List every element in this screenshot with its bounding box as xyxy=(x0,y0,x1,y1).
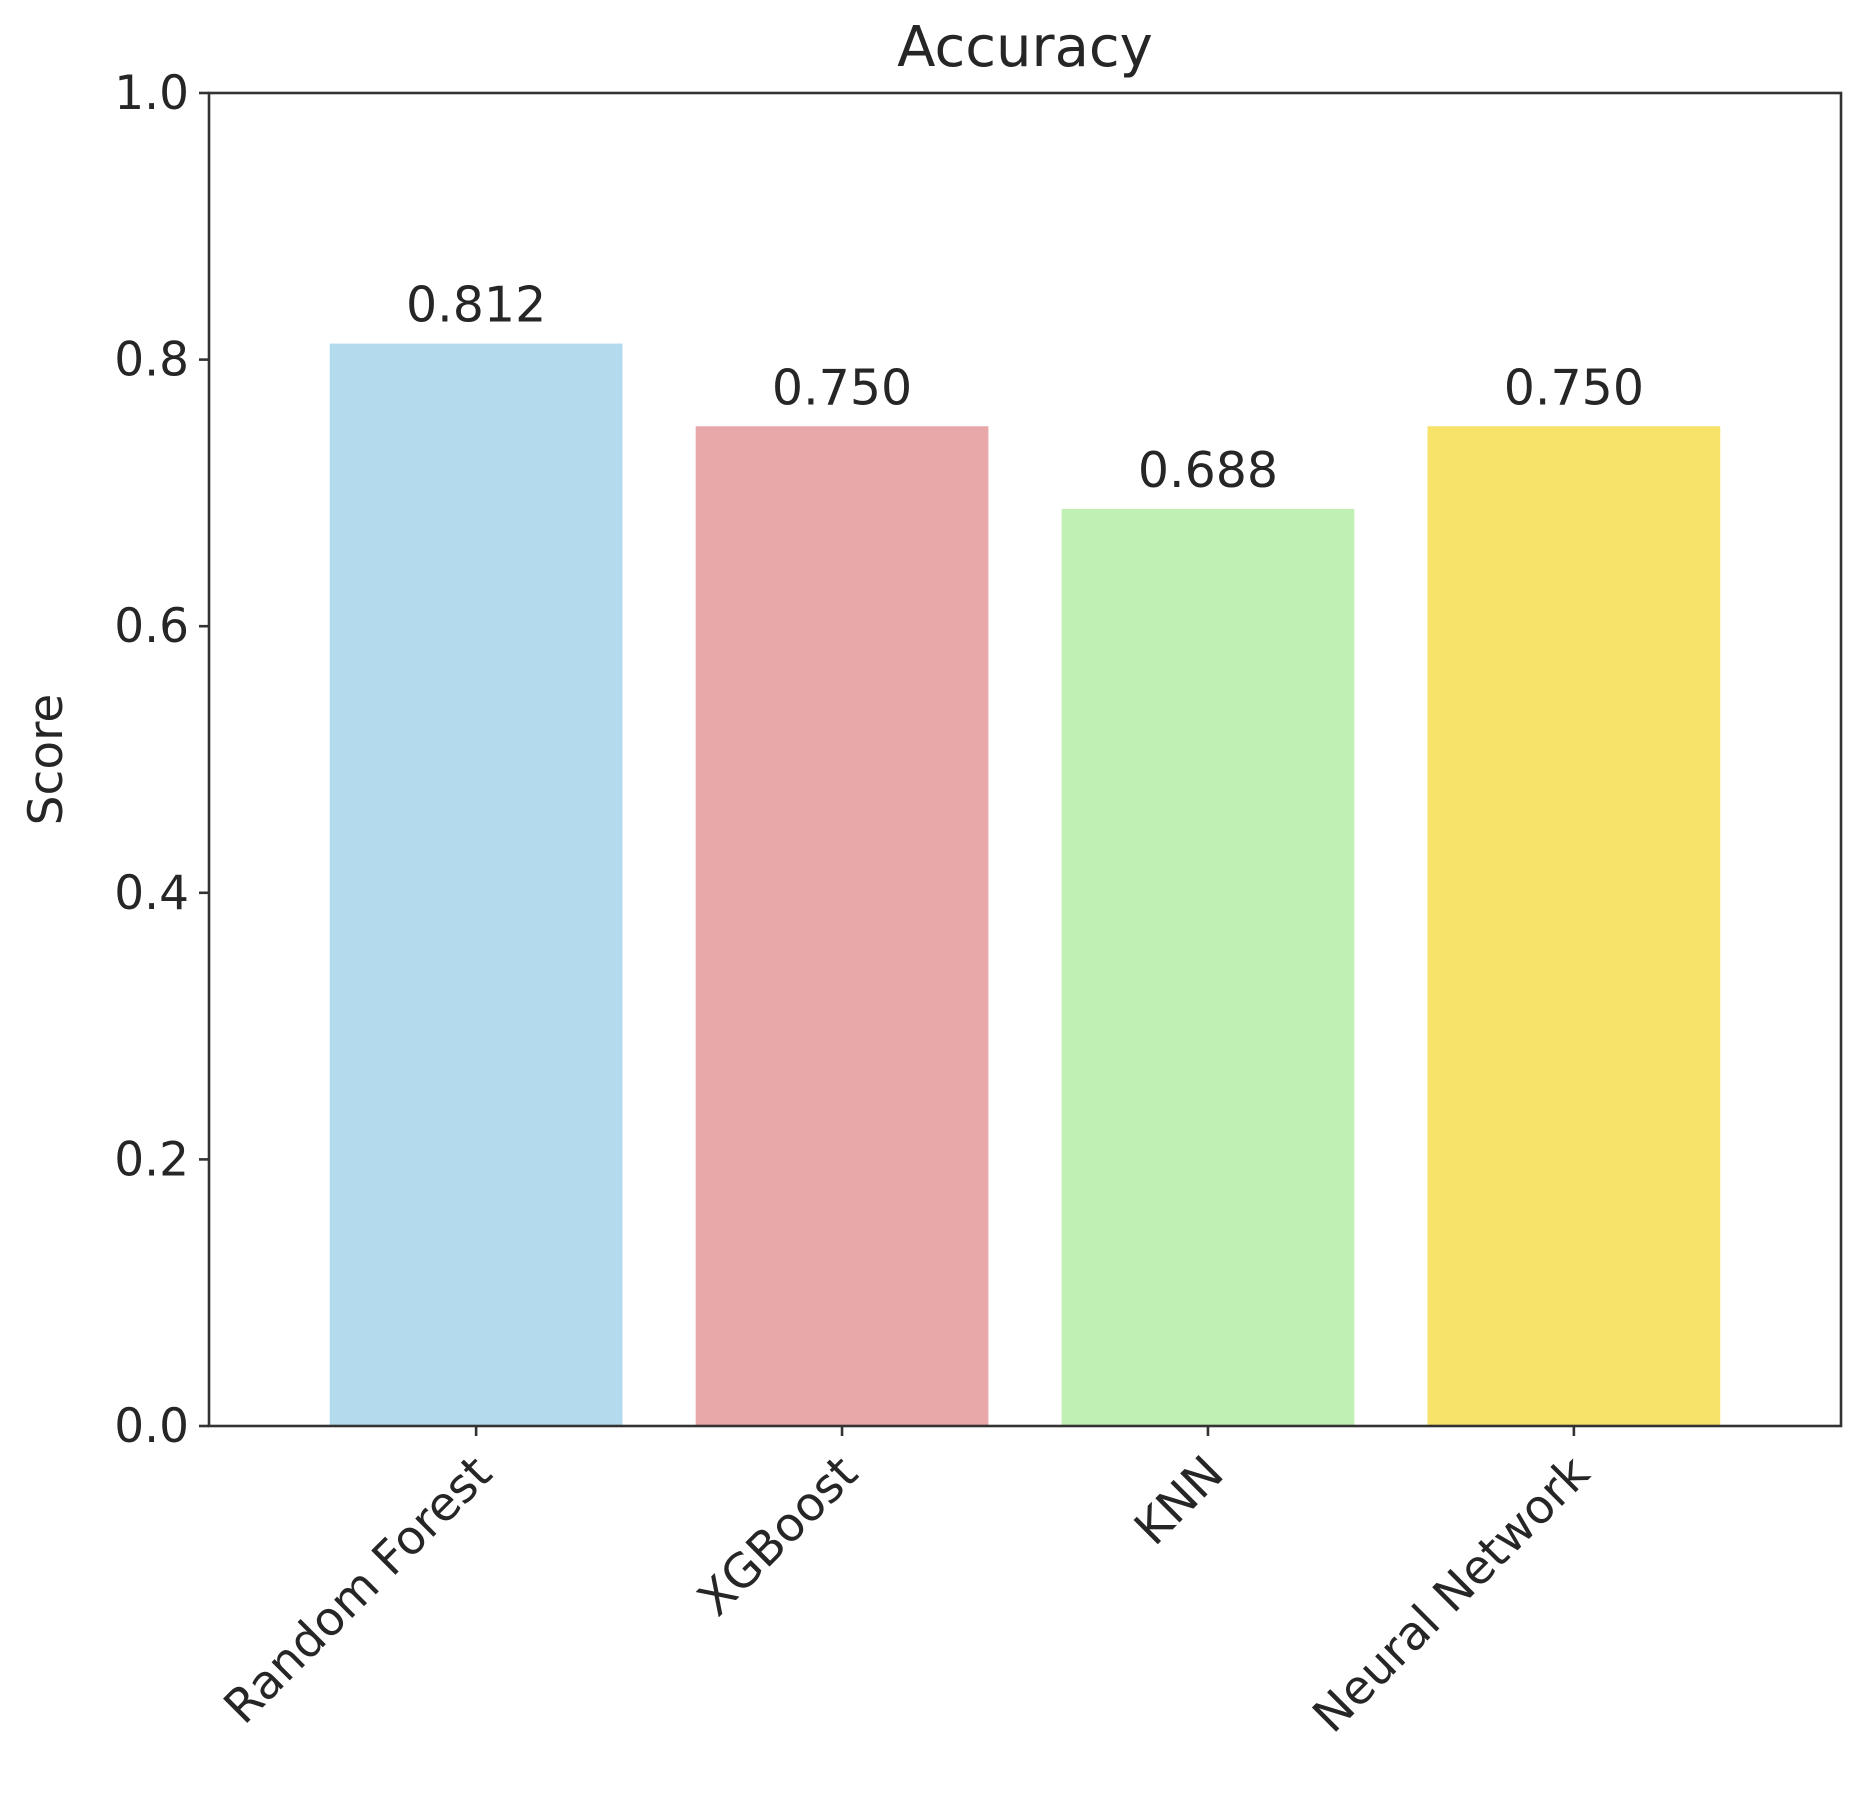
bar-xgboost xyxy=(695,426,989,1426)
bar-neural-network xyxy=(1427,426,1721,1426)
y-tick-label: 1.0 xyxy=(114,66,189,121)
x-axis-ticks: Random Forest XGBoost KNN Neural Network xyxy=(214,1426,1601,1743)
bar-value-label: 0.812 xyxy=(406,277,546,334)
bar-value-label: 0.750 xyxy=(1504,359,1644,416)
y-tick-label: 0.2 xyxy=(114,1132,189,1187)
bar-value-label: 0.688 xyxy=(1138,442,1278,499)
value-labels: 0.812 0.750 0.688 0.750 xyxy=(406,277,1644,499)
x-tick-label: Random Forest xyxy=(214,1446,503,1735)
bars xyxy=(329,343,1721,1426)
bar-random-forest xyxy=(329,343,623,1426)
y-axis-label: Score xyxy=(19,694,74,826)
x-tick-label: XGBoost xyxy=(687,1446,868,1627)
y-tick-label: 0.4 xyxy=(114,866,189,921)
x-tick-label: Neural Network xyxy=(1303,1445,1601,1743)
y-tick-label: 0.8 xyxy=(114,333,189,388)
y-tick-label: 0.0 xyxy=(114,1399,189,1454)
x-tick-label: KNN xyxy=(1124,1446,1234,1556)
bar-knn xyxy=(1061,508,1355,1426)
y-axis-ticks: 0.0 0.2 0.4 0.6 0.8 1.0 xyxy=(114,66,209,1454)
chart-title: Accuracy xyxy=(897,15,1153,80)
plot-frame xyxy=(207,91,1843,1428)
bar-value-label: 0.750 xyxy=(772,359,912,416)
y-tick-label: 0.6 xyxy=(114,599,189,654)
